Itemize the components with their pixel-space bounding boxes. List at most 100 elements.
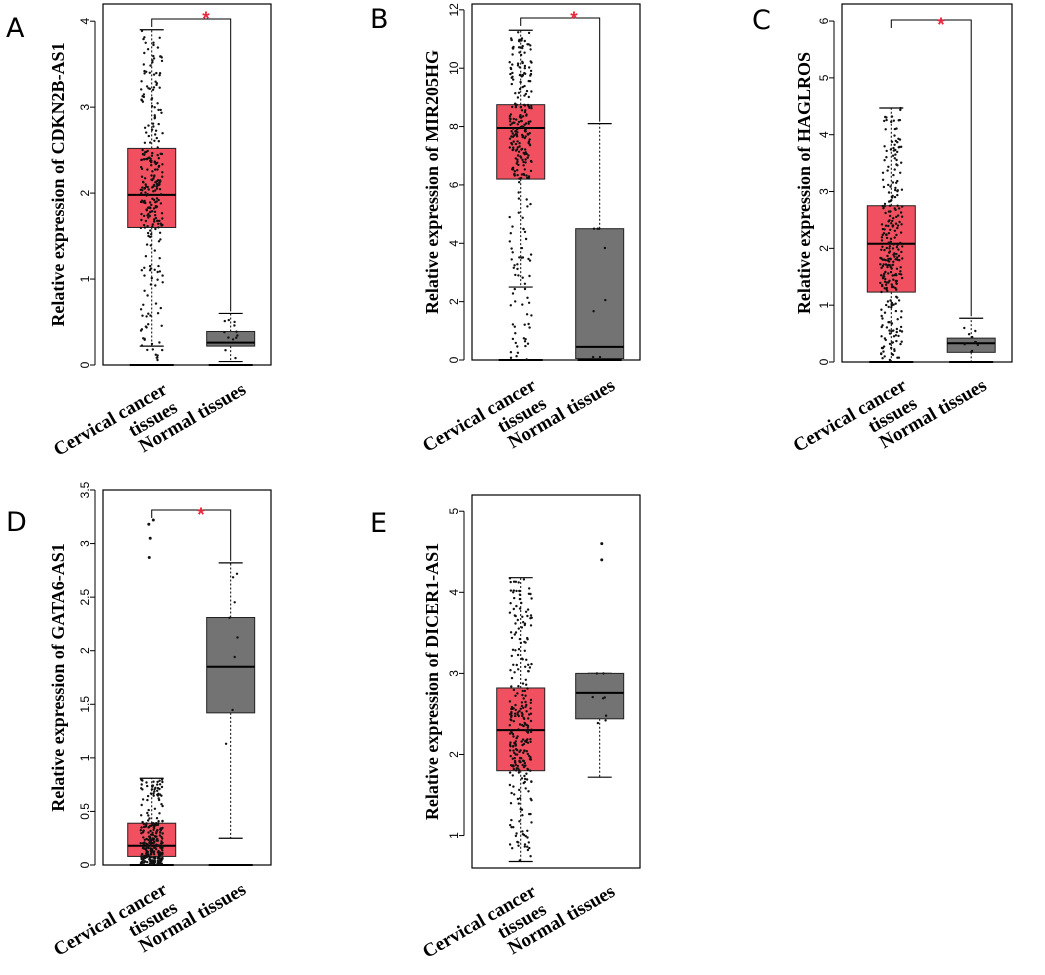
data-point <box>518 51 521 54</box>
data-point <box>509 117 512 121</box>
data-point <box>513 596 516 600</box>
data-point <box>899 270 902 273</box>
y-tick-label: 5 <box>447 508 461 515</box>
data-point <box>528 587 531 590</box>
y-tick-label: 1 <box>78 754 92 761</box>
data-point <box>151 848 154 851</box>
data-point <box>528 758 532 761</box>
data-point <box>510 130 513 133</box>
data-point <box>884 283 888 286</box>
data-point <box>513 712 517 715</box>
data-point <box>517 581 520 584</box>
data-point <box>520 256 523 259</box>
chart-panel-b: B 0 2 4 6 8 10 12 Relative expression of MIR205H… <box>370 3 641 457</box>
data-point <box>508 577 512 580</box>
data-point <box>514 273 517 277</box>
data-point <box>147 188 150 191</box>
data-point <box>521 830 524 833</box>
data-point <box>142 303 145 306</box>
data-point <box>151 151 154 155</box>
data-point <box>880 266 883 270</box>
data-point <box>150 128 154 131</box>
data-point <box>892 149 896 152</box>
data-point <box>510 143 514 146</box>
data-point <box>521 759 525 762</box>
data-point <box>142 200 146 203</box>
data-point <box>895 233 898 237</box>
data-point <box>899 231 903 234</box>
data-point <box>896 256 899 259</box>
data-point <box>146 231 150 235</box>
data-point <box>149 235 152 239</box>
data-point <box>152 850 155 854</box>
data-point <box>524 148 527 151</box>
data-point <box>513 614 516 617</box>
data-point <box>153 807 157 810</box>
data-point <box>519 114 522 117</box>
data-point <box>235 330 238 333</box>
data-point <box>144 41 147 44</box>
data-point <box>885 303 888 307</box>
data-point <box>890 322 894 325</box>
data-point <box>900 250 903 254</box>
data-point <box>523 136 526 140</box>
data-point <box>898 118 902 122</box>
data-point <box>591 695 594 699</box>
box <box>206 330 256 347</box>
data-point <box>604 298 607 302</box>
data-point <box>151 170 154 173</box>
data-point <box>514 130 517 133</box>
y-tick-label: 6 <box>817 17 831 24</box>
data-point <box>527 841 530 844</box>
data-point <box>895 267 899 270</box>
data-point <box>886 300 890 303</box>
data-point <box>894 188 897 192</box>
data-point <box>883 355 886 358</box>
data-point <box>528 666 532 669</box>
data-point <box>523 168 526 171</box>
data-point <box>517 120 521 124</box>
data-point <box>523 777 527 781</box>
data-point <box>141 186 144 189</box>
data-point <box>519 641 523 645</box>
data-point <box>529 707 532 710</box>
data-point <box>143 266 146 269</box>
data-point <box>158 831 162 834</box>
data-point <box>526 342 530 345</box>
data-point <box>525 89 529 93</box>
data-point <box>883 119 886 123</box>
data-point <box>139 862 143 865</box>
data-point <box>522 697 525 700</box>
data-point <box>149 141 152 144</box>
data-point <box>153 114 156 117</box>
data-point <box>515 118 518 121</box>
data-point <box>514 580 518 583</box>
data-point <box>527 95 530 99</box>
data-point <box>145 781 148 784</box>
data-point <box>893 255 896 258</box>
data-point <box>233 601 236 604</box>
data-point <box>891 219 894 223</box>
data-point <box>521 74 524 78</box>
data-point <box>528 138 531 141</box>
data-point <box>151 861 155 864</box>
data-point <box>890 283 893 286</box>
data-point <box>159 827 162 831</box>
data-point <box>888 321 891 324</box>
data-point <box>153 790 156 793</box>
data-point <box>145 843 148 846</box>
data-point <box>510 719 513 722</box>
data-point <box>881 233 884 237</box>
data-point <box>517 31 520 34</box>
data-points <box>139 29 164 362</box>
data-point <box>898 272 901 276</box>
data-point <box>151 122 155 125</box>
data-point <box>508 749 512 752</box>
data-point <box>528 274 531 278</box>
data-point <box>510 38 513 42</box>
data-point <box>154 168 157 171</box>
y-tick-label: 2 <box>447 298 461 305</box>
data-point <box>153 161 157 164</box>
data-point <box>147 216 150 219</box>
data-point <box>509 232 512 235</box>
